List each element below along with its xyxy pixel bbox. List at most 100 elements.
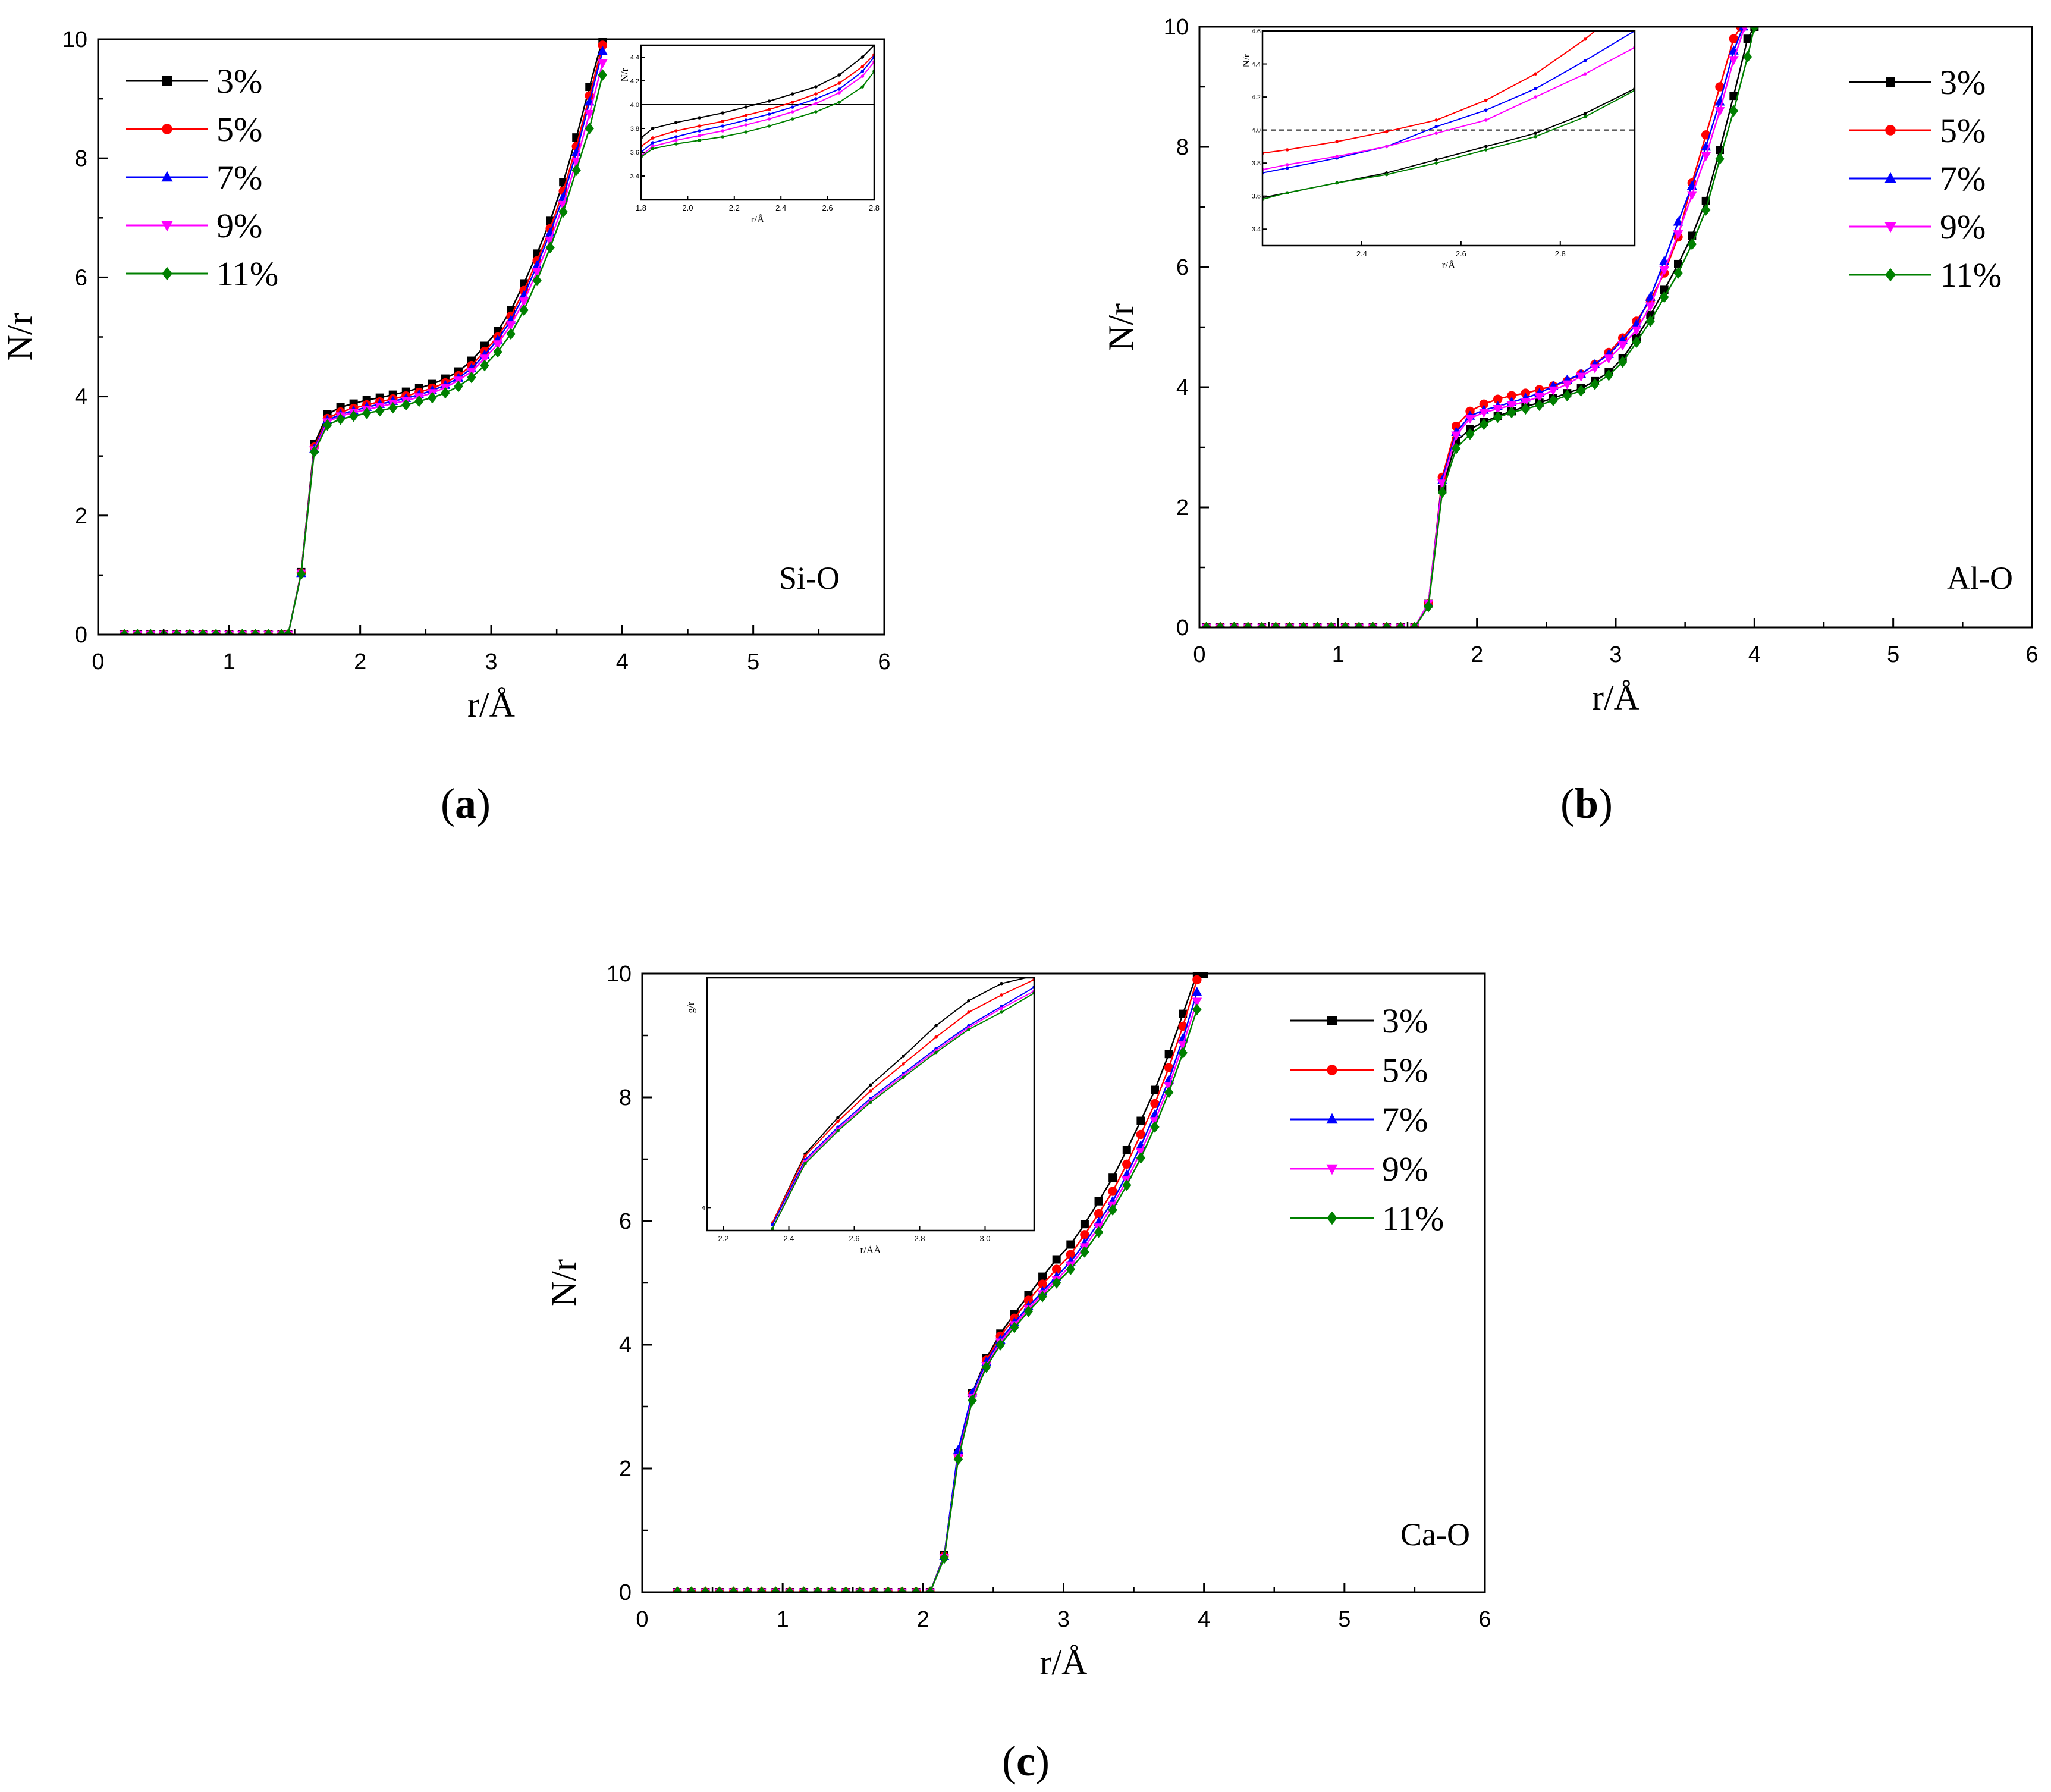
legend-marker xyxy=(1886,77,1895,87)
legend-label: 11% xyxy=(1382,1199,1444,1238)
data-point-11pct xyxy=(185,629,194,635)
inset-point-3pct xyxy=(860,55,865,59)
inset-x-tick-label: 2.4 xyxy=(1356,249,1367,258)
series-line-11pct xyxy=(677,1009,1198,1592)
inset-point-5pct xyxy=(1534,72,1537,76)
series-line-9pct xyxy=(124,62,604,635)
data-point-11pct xyxy=(1424,600,1433,613)
data-point-11pct xyxy=(348,410,359,422)
inset-point-9pct xyxy=(814,102,818,105)
data-point-11pct xyxy=(133,629,142,635)
data-point-9pct xyxy=(1451,431,1462,441)
data-point-7pct xyxy=(1164,1074,1174,1084)
inset-x-tick-label: 3.0 xyxy=(979,1234,990,1243)
x-tick-label: 4 xyxy=(616,649,629,674)
data-point-9pct xyxy=(1659,266,1670,276)
legend-marker xyxy=(1884,222,1896,233)
data-point-11pct xyxy=(1051,1277,1061,1289)
inset-point-3pct xyxy=(744,105,748,109)
y-axis-label: N/r xyxy=(1101,303,1141,351)
data-point-11pct xyxy=(1479,418,1489,431)
y-tick-label: 4 xyxy=(75,385,87,410)
inset-x-tick-label: 1.8 xyxy=(636,203,646,212)
data-point-11pct xyxy=(1122,1179,1132,1191)
inset-point-3pct xyxy=(1534,131,1537,135)
inset-x-tick-label: 2.6 xyxy=(822,203,833,212)
inset-point-11pct xyxy=(934,1050,938,1055)
inset-point-3pct xyxy=(934,1024,938,1028)
inset-frame xyxy=(706,977,1035,1232)
data-point-11pct xyxy=(388,401,398,414)
inset-point-11pct xyxy=(869,1100,872,1104)
inset-point-11pct xyxy=(651,147,655,150)
data-point-11pct xyxy=(1368,622,1378,627)
inset-point-11pct xyxy=(814,110,818,114)
data-point-11pct xyxy=(1164,1086,1174,1099)
x-axis-label: r/Å xyxy=(467,685,515,724)
panel-annotation: Si-O xyxy=(779,560,840,596)
data-point-7pct xyxy=(597,45,608,55)
data-point-5pct xyxy=(1066,1250,1076,1259)
data-point-11pct xyxy=(925,1586,935,1592)
data-point-5pct xyxy=(1729,34,1739,43)
inset-point-11pct xyxy=(803,1162,807,1166)
data-point-11pct xyxy=(198,629,208,635)
data-point-11pct xyxy=(1562,390,1572,401)
inset-y-tick-label: 4.0 xyxy=(1252,127,1261,134)
series-3pct xyxy=(120,38,607,635)
data-point-11pct xyxy=(953,1453,963,1465)
x-tick-label: 4 xyxy=(1748,642,1761,667)
legend-marker xyxy=(1885,268,1896,282)
data-point-9pct xyxy=(1548,386,1559,396)
inset-point-11pct xyxy=(967,1028,970,1031)
inset-point-5pct xyxy=(791,101,794,104)
data-point-11pct xyxy=(686,1586,696,1592)
data-point-11pct xyxy=(250,629,260,635)
inset-point-11pct xyxy=(837,101,841,104)
legend-label: 9% xyxy=(216,206,262,245)
data-point-11pct xyxy=(1257,622,1267,627)
inset-point-7pct xyxy=(767,112,771,116)
data-point-7pct xyxy=(1673,216,1683,226)
y-tick-label: 0 xyxy=(619,1580,632,1605)
caption-letter: a xyxy=(455,780,476,827)
inset-chart: 2.2 2.4 2.6 2.8 3.0 4 r/ÅÅ g/r xyxy=(685,975,1038,1259)
inset-point-3pct xyxy=(1484,145,1488,149)
x-tick-label: 6 xyxy=(2025,642,2038,667)
inset-point-3pct xyxy=(1583,112,1587,115)
data-point-9pct xyxy=(492,340,503,350)
data-point-5pct xyxy=(1108,1187,1117,1196)
data-point-11pct xyxy=(375,404,385,417)
legend-item-7pct: 7% xyxy=(1849,159,1986,198)
caption-paren-close: ) xyxy=(1035,1737,1050,1785)
series-9pct xyxy=(119,59,608,635)
panel-caption: (c) xyxy=(1002,1737,1050,1785)
data-point-11pct xyxy=(441,387,450,399)
inset-frame xyxy=(1261,30,1636,247)
inset-point-5pct xyxy=(836,1119,840,1123)
inset-y-tick-label: 3.8 xyxy=(1252,160,1261,167)
x-tick-label: 3 xyxy=(485,649,497,674)
data-point-3pct xyxy=(1729,92,1738,101)
data-point-11pct xyxy=(728,1586,739,1592)
data-point-3pct xyxy=(1080,1220,1089,1229)
data-point-11pct xyxy=(1507,406,1516,419)
data-point-3pct xyxy=(1199,972,1208,978)
inset-y-tick-label: 4 xyxy=(702,1204,705,1212)
legend-marker xyxy=(1885,125,1896,136)
inset-point-3pct xyxy=(698,116,701,120)
inset-line-5pct xyxy=(641,54,874,147)
inset-x-tick-label: 2.8 xyxy=(1555,249,1566,258)
data-point-11pct xyxy=(1521,403,1531,415)
data-point-11pct xyxy=(532,274,542,287)
data-point-11pct xyxy=(1326,622,1336,627)
y-tick-label: 2 xyxy=(619,1457,632,1482)
data-point-11pct xyxy=(1437,486,1447,498)
inset-series-11pct xyxy=(641,70,874,159)
data-point-11pct xyxy=(1729,105,1739,117)
inset-point-7pct xyxy=(1534,87,1537,90)
data-point-11pct xyxy=(480,359,489,372)
inset-line-11pct xyxy=(641,71,874,158)
y-tick-label: 6 xyxy=(1176,255,1189,280)
inset-y-axis-label: N/r xyxy=(1240,54,1252,67)
